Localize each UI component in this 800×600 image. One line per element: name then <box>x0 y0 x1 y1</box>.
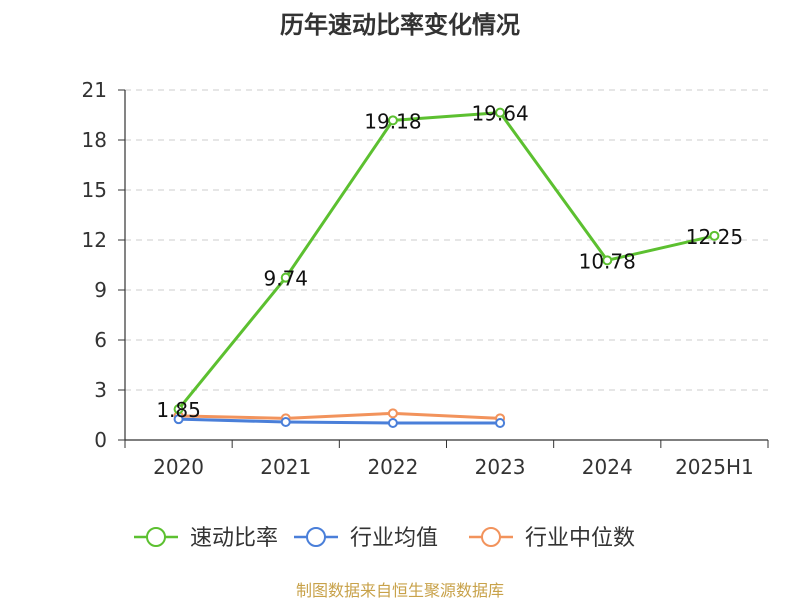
data-point <box>280 272 291 283</box>
legend: 速动比率 行业均值 行业中位数 <box>134 526 635 551</box>
series-line <box>178 411 501 420</box>
data-label: 12.25 <box>686 225 743 249</box>
x-tick-label: 2021 <box>260 455 311 479</box>
legend-label: 行业均值 <box>350 526 438 551</box>
data-labels: 1.85 9.74 19.18 19.64 10.78 12.25 <box>156 102 743 422</box>
x-tick-label: 2025H1 <box>675 455 754 479</box>
data-label: 19.18 <box>364 109 421 133</box>
data-point <box>387 418 398 428</box>
y-tick-label: 12 <box>82 228 107 252</box>
data-point <box>602 255 613 266</box>
series-line <box>177 111 715 411</box>
legend-swatch-marker <box>146 527 166 547</box>
y-tick-label: 21 <box>82 78 107 102</box>
x-tick-label: 2024 <box>582 455 633 479</box>
data-point <box>173 404 184 415</box>
data-label: 9.74 <box>263 267 308 291</box>
data-label: 1.85 <box>156 398 201 422</box>
y-tick-label: 9 <box>94 278 107 302</box>
y-tick-label: 15 <box>82 178 107 202</box>
data-point <box>495 418 506 428</box>
x-tick-label: 2023 <box>475 455 526 479</box>
series-line <box>178 417 501 425</box>
data-label: 19.64 <box>471 102 528 126</box>
x-tick-label: 2022 <box>367 455 418 479</box>
y-tick-label: 0 <box>94 428 107 452</box>
data-point <box>280 417 291 427</box>
legend-swatch-marker <box>481 527 501 547</box>
data-label: 10.78 <box>579 249 636 273</box>
data-point <box>387 408 398 419</box>
y-tick-label: 18 <box>82 128 107 152</box>
source-note: 制图数据来自恒生聚源数据库 <box>296 581 504 600</box>
y-tick-label: 6 <box>94 328 107 352</box>
data-point <box>173 414 184 425</box>
chart-title: 历年速动比率变化情况 <box>280 11 520 39</box>
data-point <box>709 230 720 241</box>
series-layer <box>173 107 720 428</box>
y-tick-label: 3 <box>94 378 107 402</box>
legend-swatch-marker <box>306 527 326 547</box>
legend-label: 行业中位数 <box>525 526 635 551</box>
data-point <box>495 107 506 118</box>
data-point <box>387 115 398 126</box>
axes: 0 3 6 9 12 15 18 21 2020 2021 2022 2023 2024 2025H1 <box>82 78 769 479</box>
grid-lines <box>125 89 768 391</box>
x-tick-label: 2020 <box>153 455 204 479</box>
legend-label: 速动比率 <box>190 526 278 551</box>
